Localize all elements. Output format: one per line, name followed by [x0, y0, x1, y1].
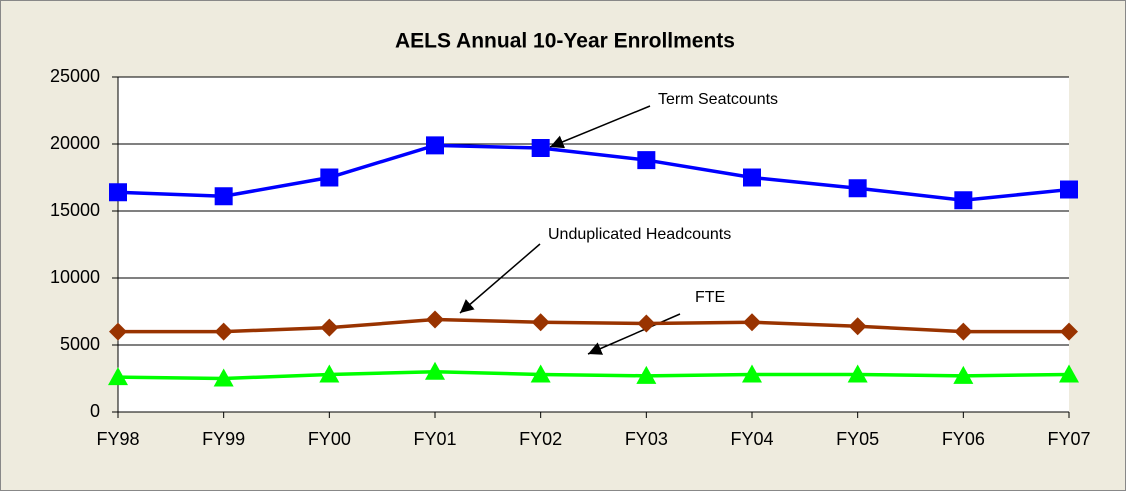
annotation: Unduplicated Headcounts — [548, 226, 731, 243]
data-point — [320, 168, 339, 187]
data-point — [108, 367, 128, 386]
y-tick-label: 25000 — [50, 66, 100, 86]
x-tick-label: FY05 — [836, 429, 879, 449]
data-point — [530, 364, 551, 383]
data-point — [320, 318, 339, 337]
x-tick-label: FY01 — [413, 429, 456, 449]
data-point — [214, 322, 233, 341]
data-point — [426, 310, 444, 329]
data-point — [954, 322, 973, 341]
plot-area — [118, 77, 1069, 412]
data-point — [425, 361, 445, 380]
data-point — [636, 365, 657, 384]
x-tick-label: FY02 — [519, 429, 562, 449]
data-point — [109, 322, 127, 341]
data-point — [743, 168, 761, 187]
data-point — [109, 183, 127, 202]
x-tick-label: FY03 — [625, 429, 668, 449]
data-point — [637, 314, 656, 333]
data-point — [213, 368, 234, 387]
series-line — [117, 143, 1070, 203]
data-point — [953, 365, 974, 384]
data-point — [426, 136, 444, 155]
series-line — [117, 370, 1070, 381]
data-point — [637, 151, 656, 170]
data-point — [1060, 322, 1078, 341]
series-line — [118, 317, 1069, 334]
y-tick-label: 20000 — [50, 133, 100, 153]
data-point — [531, 313, 550, 332]
data-point — [847, 364, 868, 383]
x-tick-label: FY04 — [730, 429, 773, 449]
chart-title: AELS Annual 10-Year Enrollments — [395, 30, 735, 53]
y-tick-label: 15000 — [50, 200, 100, 220]
data-point — [742, 364, 762, 383]
y-tick-label: 10000 — [50, 267, 100, 287]
data-point — [531, 139, 550, 158]
data-point — [743, 313, 761, 332]
y-tick-label: 0 — [90, 401, 100, 421]
x-tick-label: FY00 — [308, 429, 351, 449]
data-point — [319, 364, 340, 383]
annotation-arrow — [587, 313, 681, 355]
annotation: FTE — [695, 289, 725, 306]
x-tick-label: FY06 — [942, 429, 985, 449]
data-point — [954, 191, 973, 210]
x-tick-label: FY99 — [202, 429, 245, 449]
data-point — [214, 187, 233, 206]
data-point — [848, 317, 867, 336]
x-tick-label: FY98 — [96, 429, 139, 449]
y-tick-label: 5000 — [60, 334, 100, 354]
annotation-arrow — [549, 105, 651, 149]
x-tick-label: FY07 — [1047, 429, 1090, 449]
data-point — [1059, 364, 1079, 383]
annotation: Term Seatcounts — [658, 91, 778, 108]
data-point — [848, 179, 867, 198]
data-point — [1060, 180, 1078, 199]
